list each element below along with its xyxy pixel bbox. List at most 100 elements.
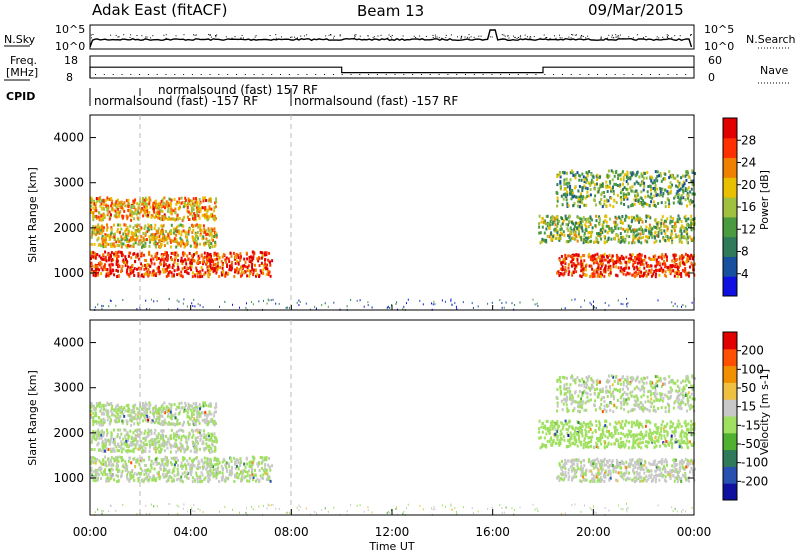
nave-point	[632, 74, 634, 75]
velocity-point	[140, 467, 142, 471]
nave-point	[597, 74, 599, 75]
velocity-point	[180, 479, 183, 483]
velocity-point	[99, 465, 102, 469]
velocity-point	[187, 462, 190, 466]
power-point	[565, 217, 568, 221]
nave-point	[509, 74, 510, 75]
power-point	[568, 181, 571, 185]
velocity-point	[191, 436, 194, 439]
noise-sky-label: N.Sky	[4, 33, 36, 46]
power-point	[201, 260, 204, 264]
power-point	[620, 235, 623, 239]
power-point	[210, 232, 213, 236]
power-point	[559, 233, 562, 237]
noise-search-point	[466, 36, 468, 38]
velocity-point	[209, 474, 212, 478]
power-point	[152, 204, 155, 208]
power-point	[690, 228, 693, 232]
power-point	[183, 298, 185, 301]
velocity-point	[246, 479, 249, 483]
power-point	[186, 239, 189, 243]
velocity-point	[189, 471, 192, 475]
power-point	[686, 171, 689, 175]
power-point	[623, 267, 625, 271]
velocity-point	[182, 434, 185, 438]
power-point	[159, 217, 162, 221]
power-point	[652, 200, 655, 204]
power-point	[154, 232, 157, 236]
power-point	[127, 231, 130, 235]
power-point	[158, 214, 160, 217]
power-point	[569, 171, 572, 175]
power-point	[566, 205, 569, 208]
velocity-point	[116, 408, 119, 412]
power-point	[187, 218, 190, 221]
power-point	[109, 213, 112, 217]
velocity-point	[202, 440, 205, 444]
power-point	[592, 175, 595, 179]
power-point	[625, 193, 628, 197]
velocity-point	[144, 438, 147, 442]
velocity-point	[248, 460, 251, 464]
power-point	[200, 206, 203, 210]
velocity-point	[192, 433, 195, 437]
power-point	[584, 186, 587, 190]
velocity-point	[102, 442, 105, 446]
velocity-point	[192, 443, 195, 447]
velocity-point	[188, 432, 191, 436]
velocity-point	[101, 439, 104, 443]
velocity-point	[120, 411, 123, 415]
velocity-point	[153, 446, 156, 450]
power-point	[621, 170, 624, 174]
power-point	[98, 243, 100, 247]
power-point	[593, 183, 596, 187]
power-point	[298, 299, 300, 302]
velocity-point	[126, 473, 129, 477]
power-point	[169, 205, 172, 209]
power-point	[686, 254, 689, 257]
power-point	[247, 264, 250, 268]
power-point	[130, 238, 133, 242]
power-point	[616, 223, 619, 227]
velocity-point	[129, 418, 132, 422]
power-point	[583, 273, 586, 277]
power-point	[668, 266, 671, 270]
velocity-point	[108, 420, 111, 424]
power-point	[601, 182, 604, 186]
power-point	[612, 205, 615, 209]
velocity-point	[218, 461, 221, 465]
velocity-point	[240, 471, 243, 475]
power-point	[93, 199, 95, 203]
power-point	[609, 180, 611, 184]
power-point	[251, 265, 253, 269]
power-point	[144, 271, 147, 275]
velocity-point	[133, 457, 136, 461]
power-point	[167, 208, 170, 211]
power-point	[101, 257, 104, 261]
velocity-point	[210, 447, 213, 450]
power-point	[621, 239, 624, 243]
power-point	[212, 263, 215, 267]
power-point	[149, 240, 151, 244]
power-point	[632, 233, 635, 237]
power-point	[626, 305, 628, 308]
velocity-point	[175, 438, 178, 442]
velocity-point	[231, 465, 233, 469]
power-point	[117, 254, 120, 258]
velocity-point	[205, 442, 208, 446]
power-point	[660, 201, 663, 205]
power-point	[603, 195, 606, 199]
power-point	[615, 253, 618, 257]
power-point	[94, 225, 97, 229]
velocity-point	[118, 449, 121, 453]
power-point	[551, 237, 554, 241]
power-point	[169, 245, 172, 249]
power-point	[153, 241, 156, 245]
power-point	[635, 229, 638, 233]
velocity-point	[131, 468, 134, 472]
noise-search-point	[674, 35, 676, 37]
power-point	[177, 201, 180, 205]
nave-point	[544, 74, 546, 75]
power-point	[674, 222, 676, 226]
velocity-point	[262, 468, 265, 472]
